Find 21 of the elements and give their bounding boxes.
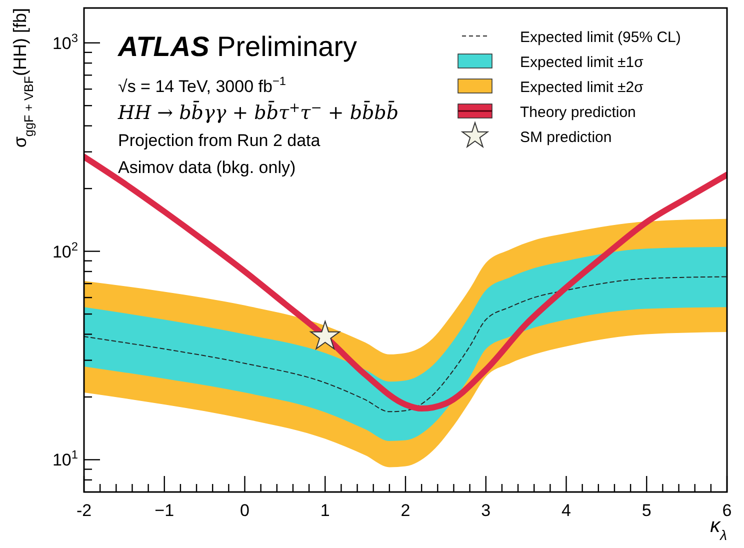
legend-label: SM prediction [520, 129, 612, 146]
annotation: HH → bb̄γγ + bb̄τ$^{+}$τ$^{−}$ + bb̄bb̄ [117, 100, 398, 124]
x-tick-label: 3 [481, 501, 491, 520]
text: ATLAS Preliminary [117, 31, 358, 62]
annotation: Projection from Run 2 data [118, 131, 321, 150]
annotation: Asimov data (bkg. only) [118, 158, 296, 177]
legend-label: Theory prediction [520, 104, 636, 121]
x-tick-label: 2 [400, 501, 410, 520]
legend-label: Expected limit (95% CL) [520, 29, 681, 46]
x-tick-label: 1 [320, 501, 330, 520]
x-tick-label: 0 [240, 501, 250, 520]
x-tick-label: 5 [642, 501, 652, 520]
legend-label: Expected limit ±1σ [520, 54, 644, 71]
y-tick-label: 10$^{2}$ [52, 239, 78, 262]
x-tick-label: 4 [562, 501, 571, 520]
annotation: √s = 14 TeV, 3000 fb$^{−1}$ [118, 74, 286, 96]
x-tick-label: -2 [76, 501, 92, 520]
y-tick-label: 10$^{1}$ [52, 448, 78, 470]
x-tick-label: −1 [154, 501, 174, 520]
legend-label: Expected limit ±2σ [520, 79, 644, 96]
y-tick-label: 10$^{3}$ [52, 30, 78, 53]
